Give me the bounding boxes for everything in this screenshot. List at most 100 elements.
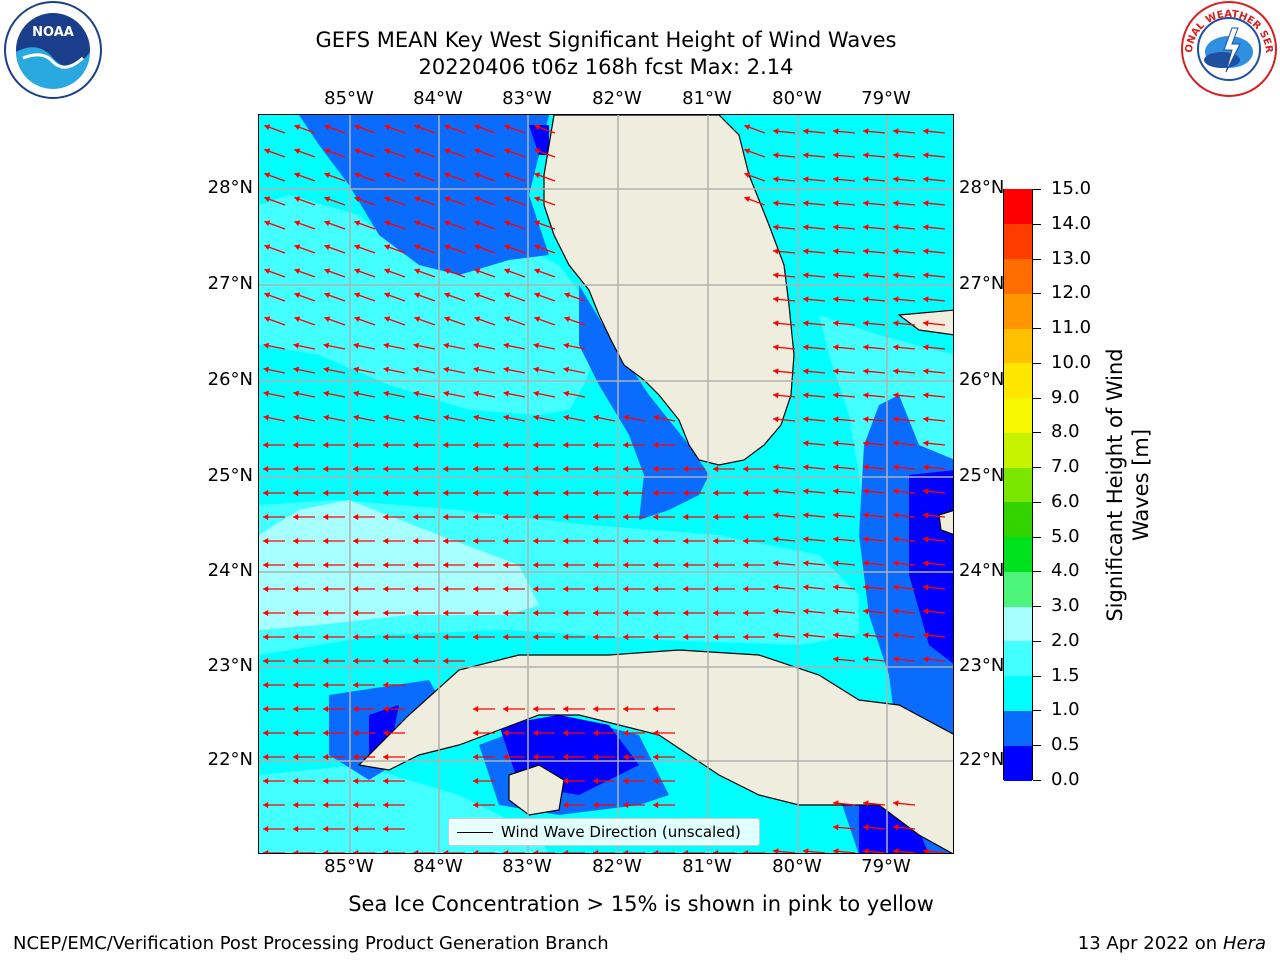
wave-arrow-head	[533, 489, 539, 497]
colorbar-tick-label: 11.0	[1051, 317, 1092, 339]
wave-arrow-head	[623, 537, 629, 545]
wave-arrow-head	[263, 366, 270, 373]
wave-arrow-head	[503, 513, 509, 521]
wave-arrow-head	[383, 681, 389, 689]
wave-arrow-head	[593, 705, 599, 713]
wave-arrow-head	[353, 729, 359, 737]
wave-arrow-head	[923, 440, 929, 447]
wave-arrow-head	[384, 268, 391, 275]
wave-arrow-head	[563, 513, 569, 521]
wave-arrow-head	[324, 148, 331, 155]
wave-arrow-head	[803, 320, 809, 327]
wave-arrow-head	[713, 849, 719, 853]
wave-arrow-head	[744, 196, 751, 203]
map-panel	[258, 114, 954, 854]
wave-arrow-head	[863, 392, 869, 399]
map-legend: Wind Wave Direction (unscaled)	[448, 818, 760, 846]
wave-arrow-head	[683, 609, 689, 617]
colorbar-tick-mark	[1033, 571, 1041, 573]
wave-arrow-head	[474, 220, 481, 227]
wave-arrow-head	[743, 513, 749, 521]
wave-arrow-head	[294, 148, 301, 155]
wave-arrow-head	[923, 560, 929, 567]
wave-arrow-head	[533, 342, 540, 349]
wave-arrow-head	[563, 366, 570, 373]
wave-arrow-head	[653, 609, 659, 617]
wave-arrow-head	[533, 585, 539, 593]
chart-title: GEFS MEAN Key West Significant Height of…	[315, 28, 897, 52]
wave-arrow-head	[923, 200, 929, 207]
wave-arrow-head	[473, 390, 480, 397]
wave-arrow-head	[354, 292, 361, 299]
wave-arrow-head	[323, 342, 330, 349]
colorbar-tick-mark	[1033, 258, 1041, 260]
wave-arrow-head	[504, 292, 511, 299]
wave-arrow-head	[443, 513, 449, 521]
wave-arrow-head	[414, 220, 421, 227]
wave-arrow-head	[773, 272, 779, 279]
wave-arrow-head	[563, 441, 569, 449]
wave-arrow-head	[444, 268, 451, 275]
wave-arrow-head	[803, 368, 809, 375]
contour-0.0-0.5-nw-florida	[529, 125, 549, 155]
colorbar-tick-mark	[1033, 675, 1041, 677]
wave-arrow-head	[293, 681, 299, 689]
colorbar-segment	[1004, 467, 1032, 503]
wave-arrow-head	[473, 633, 479, 641]
wave-arrow-head	[773, 320, 779, 327]
wave-arrow-head	[533, 390, 540, 397]
wave-arrow-head	[293, 489, 299, 497]
wave-arrow-head	[414, 124, 421, 131]
wave-arrow-head	[683, 849, 689, 853]
lon-tick-top: 85°W	[324, 88, 374, 109]
wave-arrow-head	[294, 316, 301, 323]
wave-arrow-head	[863, 512, 869, 519]
wave-arrow-head	[593, 801, 599, 809]
wave-arrow-head	[893, 512, 899, 519]
wave-arrow-head	[653, 801, 659, 809]
wave-arrow-head	[893, 656, 899, 663]
wave-arrow-head	[564, 292, 571, 299]
wave-arrow-head	[743, 489, 749, 497]
colorbar-segment	[1004, 606, 1032, 642]
wave-arrow-head	[533, 414, 540, 421]
wave-arrow-head	[293, 753, 299, 761]
wave-arrow-head	[323, 657, 329, 665]
colorbar-segment	[1004, 640, 1032, 677]
colorbar-segment	[1004, 258, 1032, 294]
wave-arrow-head	[773, 584, 779, 591]
wave-arrow-head	[623, 801, 629, 809]
footer-date-text: 13 Apr 2022 on	[1077, 933, 1223, 954]
wave-arrow-head	[683, 633, 689, 641]
wave-arrow-head	[653, 489, 659, 497]
wave-arrow-head	[443, 390, 450, 397]
wave-arrow-head	[833, 632, 839, 639]
lat-tick-right: 28°N	[959, 177, 1005, 198]
wave-arrow-head	[623, 777, 629, 785]
wave-arrow-head	[324, 244, 331, 251]
lon-tick-top: 79°W	[861, 88, 911, 109]
wave-arrow-head	[623, 585, 629, 593]
wave-arrow-head	[264, 148, 271, 155]
wave-arrow-head	[653, 441, 659, 449]
wave-arrow-head	[264, 196, 271, 203]
footer-credit: NCEP/EMC/Verification Post Processing Pr…	[13, 933, 609, 954]
lon-tick-bottom: 81°W	[682, 856, 732, 877]
wave-arrow-head	[413, 537, 419, 545]
wave-arrow-head	[353, 681, 359, 689]
wave-arrow-head	[263, 342, 270, 349]
colorbar	[1003, 189, 1033, 781]
sea-ice-note: Sea Ice Concentration > 15% is shown in …	[348, 892, 934, 916]
nws-logo: NATIONAL WEATHER SERVICE	[1180, 0, 1277, 97]
svg-text:NOAA: NOAA	[32, 25, 74, 40]
colorbar-tick-mark	[1033, 710, 1041, 712]
colorbar-segment	[1004, 571, 1032, 607]
wave-arrow-head	[384, 196, 391, 203]
wave-arrow-head	[593, 753, 599, 761]
lat-tick-left: 25°N	[207, 465, 253, 486]
wave-arrow-head	[623, 729, 629, 737]
wave-arrow-head	[833, 656, 839, 663]
wave-arrow-head	[323, 441, 329, 449]
wave-arrow-head	[713, 489, 719, 497]
wave-arrow-head	[383, 414, 390, 421]
